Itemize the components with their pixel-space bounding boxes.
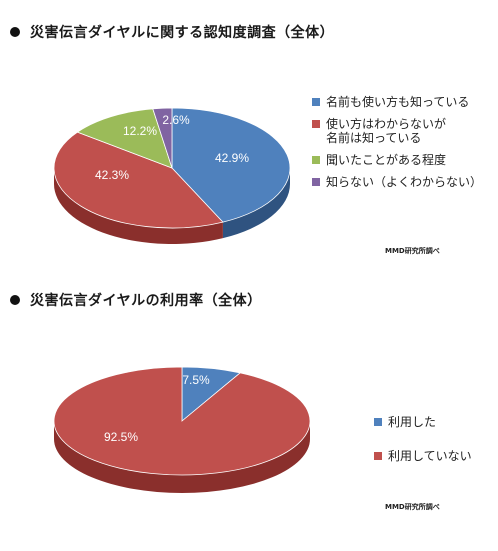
legend-item: 知らない（よくわからない） [312, 175, 482, 189]
awareness-chart-title-row: 災害伝言ダイヤルに関する認知度調査（全体） [10, 22, 334, 42]
chart-title: 災害伝言ダイヤルに関する認知度調査（全体） [30, 25, 335, 41]
pie-slice-0 [171, 107, 291, 223]
legend-swatch-icon [374, 452, 382, 460]
pie-side-1 [54, 168, 223, 244]
data-label-1: 42.3% [95, 168, 129, 182]
credit-text: MMD研究所調べ [385, 247, 440, 255]
legend-label: 名前も使い方も知っている [326, 95, 470, 109]
legend-item: 聞いたことがある程度 [312, 153, 482, 167]
legend-swatch-icon [312, 156, 320, 164]
title-bullet-icon [10, 295, 20, 305]
legend-swatch-icon [312, 178, 320, 186]
awareness-pie: 42.9% 42.3% 12.2% 2.6% [53, 107, 291, 244]
legend-label: 利用していない [388, 449, 472, 463]
awareness-chart: 災害伝言ダイヤルに関する認知度調査（全体） 42.9% 42.3% 12.2% 2.6… [0, 0, 498, 275]
legend-item: 使い方はわからないが 名前は知っている [312, 117, 482, 145]
chart-title: 災害伝言ダイヤルの利用率（全体） [30, 293, 262, 309]
pie-side-1 [54, 421, 310, 493]
usage-pie: 7.5% 92.5% [53, 366, 311, 493]
legend-item: 名前も使い方も知っている [312, 95, 482, 109]
legend-label: 使い方はわからないが 名前は知っている [326, 117, 447, 145]
data-label-1: 92.5% [104, 430, 138, 444]
usage-chart-title-row: 災害伝言ダイヤルの利用率（全体） [10, 290, 262, 310]
pie-slice-1 [53, 366, 311, 476]
pie-slice-2 [76, 108, 173, 169]
credit-text: MMD研究所調べ [385, 503, 440, 511]
pie-side-0 [222, 168, 290, 239]
legend-label: 知らない（よくわからない） [326, 175, 483, 189]
legend-label: 利用した [388, 415, 437, 429]
data-label-3: 2.6% [162, 113, 190, 127]
data-label-2: 12.2% [123, 124, 157, 138]
pie-slice-3 [152, 107, 173, 169]
awareness-legend: 名前も使い方も知っている使い方はわからないが 名前は知っている聞いたことがある程度… [312, 95, 482, 197]
legend-swatch-icon [312, 120, 320, 128]
title-bullet-icon [10, 27, 20, 37]
legend-item: 利用した [374, 415, 472, 429]
data-label-0: 42.9% [215, 151, 249, 165]
usage-legend: 利用した利用していない [374, 415, 472, 483]
legend-label: 聞いたことがある程度 [326, 153, 447, 167]
legend-item: 利用していない [374, 449, 472, 463]
pie-slice-1 [53, 131, 224, 229]
legend-swatch-icon [312, 98, 320, 106]
legend-swatch-icon [374, 418, 382, 426]
data-label-0: 7.5% [182, 373, 210, 387]
usage-chart: 災害伝言ダイヤルの利用率（全体） 7.5% 92.5% 利用した利用していない M… [0, 275, 498, 551]
